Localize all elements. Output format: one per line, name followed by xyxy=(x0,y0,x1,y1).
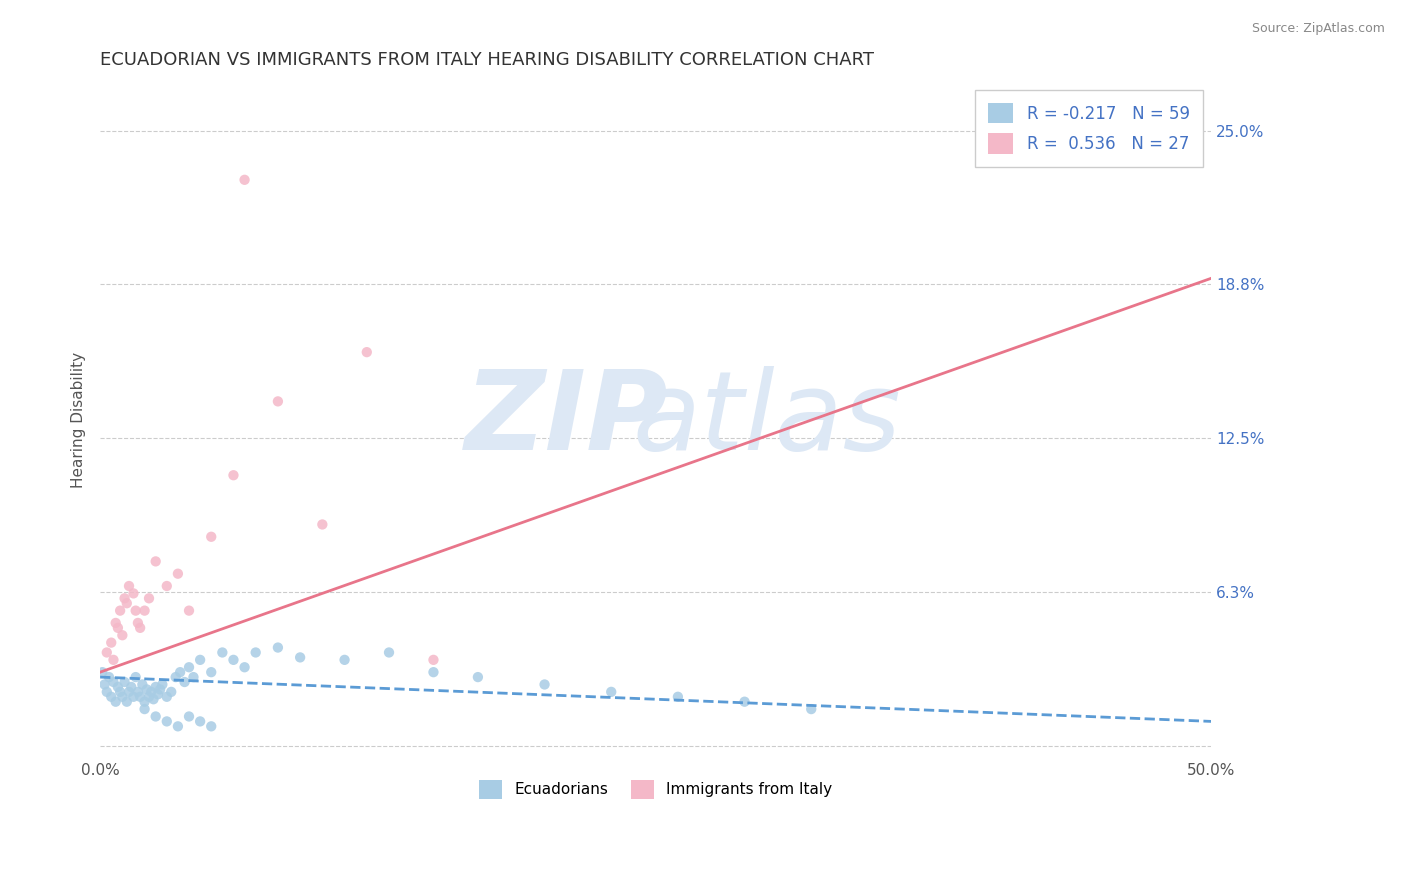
Point xyxy=(156,690,179,704)
Point xyxy=(145,709,167,723)
Point xyxy=(104,615,127,630)
Point xyxy=(177,709,200,723)
Point xyxy=(142,692,165,706)
Point xyxy=(114,675,136,690)
Point xyxy=(267,640,290,655)
Point xyxy=(138,690,160,704)
Point xyxy=(93,677,115,691)
Point xyxy=(111,628,134,642)
Point xyxy=(129,621,152,635)
Point xyxy=(177,660,200,674)
Point xyxy=(150,677,173,691)
Point xyxy=(149,682,172,697)
Point xyxy=(115,596,138,610)
Point xyxy=(108,685,131,699)
Point xyxy=(156,579,179,593)
Point xyxy=(422,665,444,680)
Point xyxy=(233,660,256,674)
Point xyxy=(160,685,183,699)
Point xyxy=(134,695,156,709)
Point xyxy=(156,714,179,729)
Point xyxy=(125,670,148,684)
Point xyxy=(98,670,121,684)
Point xyxy=(131,677,153,691)
Point xyxy=(100,635,122,649)
Point xyxy=(91,665,114,680)
Point xyxy=(118,685,141,699)
Point xyxy=(288,650,311,665)
Point xyxy=(222,468,245,483)
Point xyxy=(103,675,125,690)
Point xyxy=(267,394,290,409)
Point xyxy=(107,621,129,635)
Point xyxy=(188,653,211,667)
Point xyxy=(96,685,118,699)
Point xyxy=(200,530,222,544)
Point xyxy=(127,615,149,630)
Point xyxy=(173,675,195,690)
Point xyxy=(103,653,125,667)
Point xyxy=(127,685,149,699)
Point xyxy=(135,682,157,697)
Point xyxy=(111,690,134,704)
Point xyxy=(211,645,233,659)
Point xyxy=(245,645,267,659)
Point xyxy=(108,604,131,618)
Point xyxy=(167,719,190,733)
Point xyxy=(100,690,122,704)
Point xyxy=(114,591,136,606)
Point xyxy=(134,604,156,618)
Point xyxy=(311,517,333,532)
Point xyxy=(146,687,169,701)
Point xyxy=(183,670,205,684)
Point xyxy=(188,714,211,729)
Point xyxy=(600,685,623,699)
Point xyxy=(233,173,256,187)
Point xyxy=(115,695,138,709)
Y-axis label: Hearing Disability: Hearing Disability xyxy=(72,351,86,488)
Point xyxy=(122,586,145,600)
Point xyxy=(107,680,129,694)
Point xyxy=(533,677,555,691)
Point xyxy=(145,680,167,694)
Legend: Ecuadorians, Immigrants from Italy: Ecuadorians, Immigrants from Italy xyxy=(472,774,838,805)
Point xyxy=(122,690,145,704)
Text: Source: ZipAtlas.com: Source: ZipAtlas.com xyxy=(1251,22,1385,36)
Point xyxy=(145,554,167,568)
Point xyxy=(422,653,444,667)
Point xyxy=(167,566,190,581)
Point xyxy=(333,653,356,667)
Point xyxy=(169,665,191,680)
Point xyxy=(800,702,823,716)
Point xyxy=(138,591,160,606)
Point xyxy=(165,670,187,684)
Point xyxy=(129,690,152,704)
Point xyxy=(125,604,148,618)
Text: ZIP: ZIP xyxy=(465,367,668,474)
Point xyxy=(177,604,200,618)
Point xyxy=(118,579,141,593)
Text: ECUADORIAN VS IMMIGRANTS FROM ITALY HEARING DISABILITY CORRELATION CHART: ECUADORIAN VS IMMIGRANTS FROM ITALY HEAR… xyxy=(100,51,875,69)
Point xyxy=(134,702,156,716)
Point xyxy=(378,645,401,659)
Point xyxy=(104,695,127,709)
Point xyxy=(356,345,378,359)
Point xyxy=(734,695,756,709)
Text: atlas: atlas xyxy=(633,367,901,474)
Point xyxy=(666,690,689,704)
Point xyxy=(222,653,245,667)
Point xyxy=(96,645,118,659)
Point xyxy=(120,680,142,694)
Point xyxy=(200,719,222,733)
Point xyxy=(141,685,163,699)
Point xyxy=(467,670,489,684)
Point xyxy=(200,665,222,680)
